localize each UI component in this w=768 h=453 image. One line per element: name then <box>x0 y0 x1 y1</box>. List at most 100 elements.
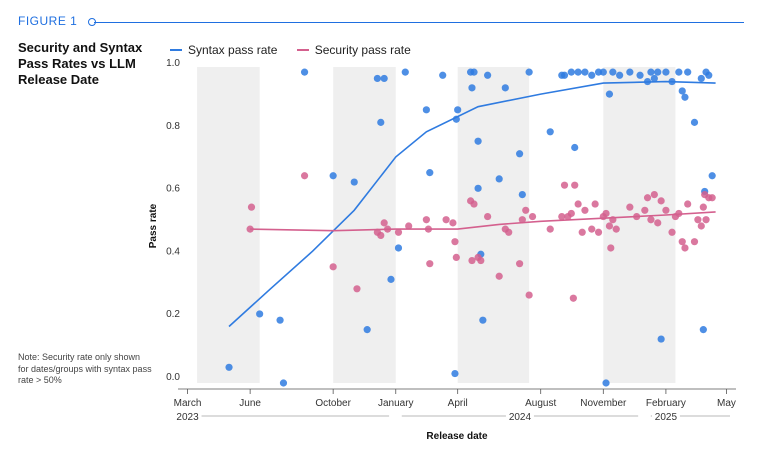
security-point <box>681 244 689 252</box>
figure-label: FIGURE 1 <box>18 14 78 28</box>
syntax-point <box>380 74 388 83</box>
security-point <box>247 203 256 211</box>
security-point <box>525 291 533 299</box>
syntax-point <box>588 71 596 79</box>
syntax-point <box>373 74 381 83</box>
security-point <box>528 212 537 221</box>
syntax-point <box>675 68 683 76</box>
syntax-point <box>705 71 713 79</box>
security-point <box>641 206 649 214</box>
syntax-point <box>276 316 284 324</box>
syntax-point <box>484 71 492 79</box>
syntax-point <box>609 68 617 76</box>
security-point <box>546 225 554 233</box>
security-point <box>694 216 702 224</box>
syntax-point <box>474 184 482 192</box>
syntax-trend-line <box>228 80 716 328</box>
y-tick-label: 0.2 <box>166 309 180 320</box>
security-point <box>405 222 413 230</box>
security-point <box>643 194 652 202</box>
legend-item-security: Security pass rate <box>296 43 411 57</box>
y-tick-label: 0.4 <box>166 246 180 257</box>
figure-header: FIGURE 1 <box>18 14 748 30</box>
security-point <box>451 238 459 246</box>
security-point <box>477 256 485 265</box>
security-point <box>699 203 707 211</box>
figure-rule <box>94 22 744 23</box>
syntax-point <box>690 118 699 126</box>
security-point <box>571 181 579 189</box>
x-tick-label: January <box>378 398 414 409</box>
syntax-point <box>708 172 716 180</box>
syntax-point <box>626 68 634 76</box>
syntax-point <box>602 379 610 387</box>
security-point <box>470 200 478 208</box>
syntax-point <box>422 106 430 114</box>
syntax-point <box>387 275 395 283</box>
security-point <box>380 219 388 227</box>
security-point <box>690 238 699 246</box>
security-point <box>300 172 309 180</box>
security-point <box>578 228 586 236</box>
legend-label-security: Security pass rate <box>314 43 411 57</box>
security-point <box>353 285 361 293</box>
x-year-label: 2023 <box>176 412 199 423</box>
syntax-point <box>599 68 607 76</box>
security-point <box>581 206 589 214</box>
security-point <box>468 256 476 265</box>
chart-legend: Syntax pass rate Security pass rate <box>170 40 427 57</box>
security-point <box>449 219 457 227</box>
x-tick-label: March <box>174 398 202 409</box>
x-tick-label: April <box>448 398 468 409</box>
syntax-point <box>654 68 662 76</box>
syntax-point <box>474 137 482 145</box>
security-point <box>650 191 658 199</box>
security-point <box>605 222 614 230</box>
syntax-point <box>546 128 554 136</box>
security-point <box>505 228 513 236</box>
syntax-point <box>518 191 526 199</box>
security-point <box>602 209 610 218</box>
shaded-band <box>197 67 260 383</box>
syntax-point <box>699 326 707 334</box>
syntax-point <box>350 178 358 186</box>
security-point <box>426 260 434 268</box>
syntax-point <box>616 71 624 79</box>
security-point <box>516 260 524 268</box>
syntax-point <box>451 369 459 378</box>
chart-note: Note: Security rate only shown for dates… <box>18 352 152 385</box>
security-point <box>329 263 337 271</box>
security-point <box>518 216 526 224</box>
syntax-point <box>256 310 264 318</box>
shaded-band <box>603 67 676 383</box>
security-point <box>591 200 599 208</box>
legend-swatch-security <box>296 49 309 51</box>
syntax-point <box>279 379 288 387</box>
security-point <box>612 225 620 233</box>
syntax-point <box>394 244 403 252</box>
syntax-point <box>225 363 233 371</box>
y-tick-label: 0.6 <box>166 184 180 195</box>
y-tick-label: 0.0 <box>166 372 180 383</box>
syntax-point <box>495 175 503 183</box>
security-point <box>442 216 450 224</box>
x-year-label: 2025 <box>655 412 678 423</box>
x-tick-label: June <box>239 398 261 409</box>
security-trend-line <box>250 211 716 232</box>
x-tick-label: February <box>646 398 686 409</box>
security-point <box>708 194 716 202</box>
syntax-point <box>454 106 462 114</box>
x-tick-label: October <box>315 398 351 409</box>
security-point <box>558 212 566 221</box>
syntax-point <box>468 84 476 92</box>
syntax-point <box>678 87 686 95</box>
security-point <box>560 181 569 189</box>
security-point <box>697 222 705 230</box>
security-point <box>678 238 686 246</box>
security-point <box>567 209 575 218</box>
syntax-point <box>662 68 670 76</box>
security-point <box>647 216 655 224</box>
security-point <box>626 203 634 211</box>
syntax-point <box>300 68 309 76</box>
security-point <box>702 216 710 224</box>
